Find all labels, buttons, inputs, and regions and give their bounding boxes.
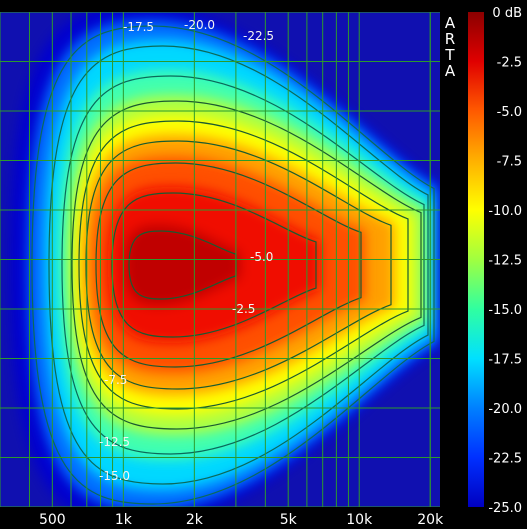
colorbar-tick-label: -2.5 (497, 56, 522, 71)
contour-line-0 (31, 25, 435, 505)
plot-grid (0, 12, 440, 507)
x-tick-label: 10k (346, 512, 373, 528)
x-tick-label: 20k (417, 512, 444, 528)
colorbar-tick-label: -10.0 (488, 204, 522, 219)
contour-label-8: -15.0 (99, 469, 130, 483)
contour-label-7: -12.5 (99, 435, 130, 449)
contour-label-1: -17.5 (123, 20, 154, 34)
contour-line-1 (48, 45, 429, 485)
contour-line-4 (78, 120, 409, 410)
contour-label-4: -5.0 (250, 250, 273, 264)
colorbar-ticks: 0 dB -2.5 -5.0 -7.5 -10.0 -12.5 -15.0 -17.5 -20.… (488, 6, 522, 516)
contour-label-2: -20.0 (184, 18, 215, 32)
contour-line-3 (71, 100, 422, 430)
colorbar-tick-label: -22.5 (488, 452, 522, 467)
heatmap-bands (10, 12, 440, 507)
colorbar-tick-label: 0 dB (492, 6, 522, 21)
colorbar-tick-label: -20.0 (488, 402, 522, 417)
contour-line-6 (95, 162, 362, 368)
x-tick-label: 500 (39, 512, 66, 528)
contour-label-3: -22.5 (243, 29, 274, 43)
colorbar-tick-label: -7.5 (497, 155, 522, 170)
x-tick-label: 5k (280, 512, 298, 528)
brand-logo: A R T A (444, 14, 455, 80)
colorbar-tick-label: -17.5 (488, 353, 522, 368)
svg-text:A: A (445, 62, 456, 80)
x-axis: 500 1k 2k 5k 10k 20k (39, 512, 444, 528)
contour-label-5: -2.5 (232, 302, 255, 316)
colorbar-tick-label: -5.0 (497, 105, 522, 120)
contour-line-2 (61, 75, 425, 455)
colorbar-tick-label: -15.0 (488, 303, 522, 318)
contour-label-6: -7.5 (104, 373, 127, 387)
svg-text:A: A (445, 14, 456, 32)
contour-line-7 (111, 192, 317, 338)
svg-text:T: T (444, 46, 455, 64)
svg-text:R: R (445, 30, 455, 48)
x-tick-label: 1k (115, 512, 133, 528)
heat-band-9 (125, 225, 240, 305)
contour-labels: -17.5 -20.0 -22.5 -5.0 -2.5 -7.5 -12.5 -… (99, 18, 274, 483)
colorbar-tick-label: -25.0 (488, 501, 522, 516)
contour-line-5 (85, 140, 392, 390)
colorbar (468, 12, 484, 507)
colorbar-tick-label: -12.5 (488, 254, 522, 269)
x-tick-label: 2k (186, 512, 204, 528)
contour-lines (31, 25, 435, 505)
